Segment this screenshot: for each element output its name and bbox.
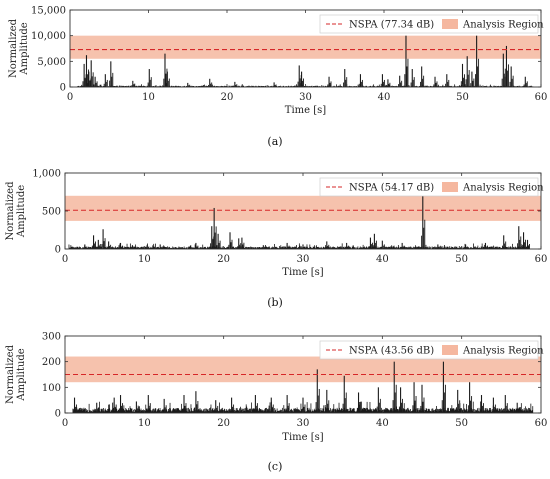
legend: NSPA (54.17 dB) Analysis Region: [319, 177, 544, 197]
x-tick-label: 50: [455, 254, 468, 265]
y-tick-label: 15,000: [31, 6, 66, 17]
panel-caption: (a): [267, 135, 282, 148]
x-tick-label: 30: [297, 418, 310, 429]
x-axis-label: Time [s]: [282, 267, 323, 278]
y-tick-label: 300: [42, 332, 61, 343]
x-tick-label: 10: [138, 418, 151, 429]
x-tick-label: 30: [299, 92, 312, 103]
y-tick-label: 0: [55, 409, 61, 420]
legend-region-label: Analysis Region: [462, 346, 544, 357]
panel-caption: (c): [268, 460, 283, 473]
legend-nspa-label: NSPA (54.17 dB): [349, 183, 434, 194]
y-tick-label: 500: [42, 207, 61, 218]
y-tick-label: 1,000: [32, 169, 61, 180]
y-tick-label: 5,000: [37, 57, 66, 68]
x-tick-label: 40: [376, 418, 389, 429]
legend-nspa-label: NSPA (43.56 dB): [349, 346, 434, 357]
x-tick-label: 0: [67, 92, 73, 103]
panel-1: 0 10 20 30 40 50 60 0 5,000 10,000 15,000 Time [s] N…: [8, 6, 547, 149]
x-tick-label: 40: [378, 92, 391, 103]
panel-2: 0 10 20 30 40 50 60 0 500 1,000 Time [s] Normalized…: [5, 169, 547, 310]
x-tick-label: 0: [62, 254, 68, 265]
legend: NSPA (77.34 dB) Analysis Region: [319, 14, 544, 34]
x-axis-label: Time [s]: [285, 105, 326, 116]
legend-nspa-label: NSPA (77.34 dB): [349, 20, 434, 31]
analysis-region-band: [70, 35, 541, 59]
x-tick-label: 20: [217, 254, 230, 265]
panel-3: 0 10 20 30 40 50 60 0 100 200 300 Time [s] Normalize…: [5, 332, 547, 474]
y-tick-label: 0: [55, 245, 61, 256]
x-tick-label: 10: [138, 254, 151, 265]
legend-region-label: Analysis Region: [462, 20, 544, 31]
y-axis-label: NormalizedAmplitude: [5, 344, 27, 404]
x-tick-label: 0: [62, 418, 68, 429]
legend-region-swatch: [442, 182, 458, 192]
x-tick-label: 40: [376, 254, 389, 265]
x-tick-label: 60: [535, 418, 548, 429]
signal-noise-floor: [68, 243, 530, 249]
signal-trace: [72, 361, 534, 413]
legend: NSPA (43.56 dB) Analysis Region: [319, 340, 544, 360]
x-axis-label: Time [s]: [282, 432, 323, 443]
y-tick-label: 100: [42, 383, 61, 394]
legend-box: [319, 177, 539, 197]
legend-box: [319, 340, 539, 360]
legend-region-swatch: [442, 19, 458, 29]
y-tick-label: 0: [60, 83, 66, 94]
y-tick-label: 200: [42, 357, 61, 368]
signal-trace: [68, 195, 530, 249]
x-tick-label: 50: [455, 418, 468, 429]
x-tick-label: 60: [535, 254, 548, 265]
signal-trace: [77, 35, 534, 87]
analysis-region-band: [65, 356, 541, 383]
x-tick-label: 60: [535, 92, 548, 103]
x-tick-label: 20: [221, 92, 234, 103]
y-tick-label: 10,000: [31, 31, 66, 42]
x-tick-label: 20: [217, 418, 230, 429]
y-axis-label: NormalizedAmplitude: [8, 18, 30, 78]
legend-box: [319, 14, 539, 34]
legend-region-swatch: [442, 345, 458, 355]
x-tick-label: 50: [456, 92, 469, 103]
legend-region-label: Analysis Region: [462, 183, 544, 194]
analysis-region-band: [65, 195, 541, 221]
x-tick-label: 10: [142, 92, 155, 103]
panel-caption: (b): [267, 296, 283, 309]
y-axis-label: NormalizedAmplitude: [5, 181, 27, 241]
x-tick-label: 30: [297, 254, 310, 265]
